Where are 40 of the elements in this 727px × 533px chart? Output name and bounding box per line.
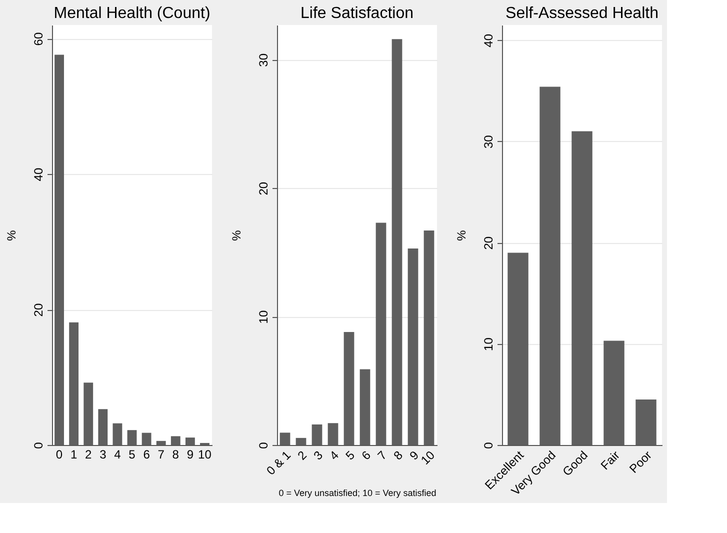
x-tick-label: 0 — [56, 448, 63, 462]
y-axis-title: % — [230, 230, 244, 241]
x-tick-label: 0 & 1 — [264, 448, 294, 478]
x-tick-label: 7 — [374, 448, 390, 463]
x-tick-label: 10 — [198, 448, 212, 462]
y-tick-label: 20 — [256, 182, 270, 196]
y-tick-label: 40 — [482, 34, 496, 48]
x-tick-label: 3 — [100, 448, 107, 462]
x-tick-label: 3 — [310, 448, 326, 463]
y-tick-label: 10 — [482, 337, 496, 351]
x-tick-label: 1 — [70, 448, 78, 462]
chart-title: Life Satisfaction — [300, 5, 414, 22]
x-tick-label: 9 — [186, 448, 194, 462]
x-tick-label: 7 — [158, 448, 165, 462]
y-tick-label: 0 — [32, 442, 46, 449]
x-tick-label: 8 — [172, 448, 180, 462]
x-tick-label: 4 — [114, 448, 122, 462]
x-tick-label: 4 — [326, 448, 342, 463]
x-tick-label: 5 — [342, 448, 358, 463]
y-tick-label: 30 — [482, 134, 496, 149]
x-tick-label: 8 — [390, 448, 406, 463]
y-tick-label: 20 — [32, 303, 46, 317]
y-tick-label: 30 — [256, 53, 270, 67]
y-tick-label: 0 — [482, 442, 496, 449]
x-tick-label: Fair — [598, 448, 622, 473]
y-tick-label: 60 — [32, 32, 46, 46]
x-tick-label: 2 — [85, 448, 92, 462]
chart-title: Mental Health (Count) — [54, 5, 210, 22]
text: 0 = Very unsatisfied; 10 = Very satisfied — [278, 488, 436, 498]
x-tick-label: 6 — [143, 448, 150, 462]
x-tick-label: 2 — [294, 448, 310, 463]
x-tick-label: 6 — [358, 448, 374, 463]
y-tick-label: 40 — [32, 168, 46, 182]
y-tick-label: 10 — [256, 310, 270, 324]
y-axis-title: % — [4, 230, 18, 241]
y-tick-label: 20 — [482, 236, 496, 250]
chart-title: Self-Assessed Health — [506, 5, 658, 22]
y-axis-title: % — [454, 230, 468, 241]
x-tick-label: 5 — [128, 448, 136, 462]
y-tick-label: 0 — [256, 442, 270, 449]
